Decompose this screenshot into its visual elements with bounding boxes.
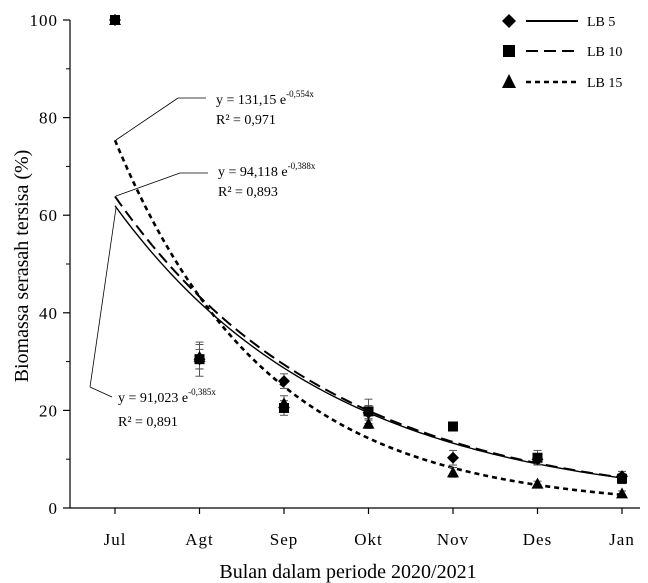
legend: LB 5 LB 10 LB 15 bbox=[502, 14, 622, 91]
fit-curves bbox=[113, 139, 623, 497]
equation-leader-lb5 bbox=[89, 207, 117, 388]
legend-diamond-icon bbox=[502, 14, 516, 28]
legend-label-lb10: LB 10 bbox=[587, 45, 622, 60]
equation-lb10: y = 94,118 e-0,388x R² = 0,893 bbox=[115, 161, 316, 200]
data-point-lb15 bbox=[531, 477, 544, 489]
y-axis: 0 20 40 60 80 100 bbox=[30, 11, 71, 518]
equation-text-lb10: y = 94,118 e-0,388x bbox=[218, 161, 316, 180]
r2-text-lb10: R² = 0,893 bbox=[218, 185, 278, 200]
data-point-lb15 bbox=[193, 350, 206, 362]
y-tick-label: 0 bbox=[49, 499, 59, 518]
y-tick-label: 80 bbox=[39, 109, 58, 128]
equation-text-lb5: y = 91,023 e-0,385x bbox=[118, 387, 216, 406]
y-tick-label: 20 bbox=[39, 401, 58, 420]
data-point-lb5 bbox=[278, 375, 290, 388]
data-point-lb15 bbox=[109, 14, 121, 25]
x-ticks: Jul Agt Sep Okt Nov Des Jan bbox=[104, 508, 635, 549]
x-axis-title: Bulan dalam periode 2020/2021 bbox=[219, 561, 476, 583]
y-tick-label: 60 bbox=[39, 206, 58, 225]
equation-text-lb15: y = 131,15 e-0,554x bbox=[216, 89, 314, 108]
fit-curve-lb10 bbox=[114, 195, 623, 479]
legend-label-lb15: LB 15 bbox=[587, 76, 622, 91]
legend-triangle-icon bbox=[502, 74, 516, 88]
x-tick-label: Jul bbox=[104, 530, 127, 549]
data-point-lb15 bbox=[447, 466, 459, 478]
x-tick-label: Agt bbox=[185, 530, 214, 549]
equation-lb15: y = 131,15 e-0,554x R² = 0,971 bbox=[115, 89, 314, 141]
fit-curve-lb15 bbox=[113, 139, 623, 497]
x-axis: Jul Agt Sep Okt Nov Des Jan bbox=[70, 507, 640, 549]
equation-lb5: y = 91,023 e-0,385x R² = 0,891 bbox=[89, 207, 216, 430]
equation-leader-lb10 bbox=[115, 172, 181, 197]
error-bars bbox=[195, 341, 626, 497]
data-point-lb10 bbox=[448, 421, 458, 432]
legend-item-lb5: LB 5 bbox=[502, 14, 615, 30]
x-tick-label: Sep bbox=[270, 530, 299, 549]
r2-text-lb5: R² = 0,891 bbox=[118, 415, 178, 430]
x-tick-label: Des bbox=[523, 530, 552, 549]
legend-square-icon bbox=[503, 45, 515, 57]
equation-underline-lb5 bbox=[89, 386, 113, 398]
data-points bbox=[109, 14, 628, 499]
x-tick-label: Nov bbox=[437, 530, 469, 549]
x-tick-label: Okt bbox=[354, 530, 383, 549]
data-point-lb10 bbox=[363, 406, 374, 417]
legend-item-lb15: LB 15 bbox=[502, 74, 622, 91]
y-axis-title: Biomassa serasah tersisa (%) bbox=[11, 150, 33, 383]
x-tick-label: Jan bbox=[609, 530, 635, 549]
data-point-lb15 bbox=[362, 417, 375, 429]
y-tick-label: 40 bbox=[39, 304, 58, 323]
data-point-lb15 bbox=[616, 487, 628, 499]
data-point-lb15 bbox=[278, 397, 290, 409]
y-tick-label: 100 bbox=[30, 11, 59, 30]
data-point-lb5 bbox=[447, 451, 459, 464]
r2-text-lb15: R² = 0,971 bbox=[216, 113, 276, 128]
legend-label-lb5: LB 5 bbox=[587, 15, 615, 30]
data-point-lb10 bbox=[532, 452, 543, 463]
data-point-lb10 bbox=[617, 473, 627, 484]
legend-item-lb10: LB 10 bbox=[503, 45, 622, 60]
equation-leader-lb15 bbox=[115, 97, 179, 141]
y-ticks: 0 20 40 60 80 100 bbox=[30, 11, 70, 518]
